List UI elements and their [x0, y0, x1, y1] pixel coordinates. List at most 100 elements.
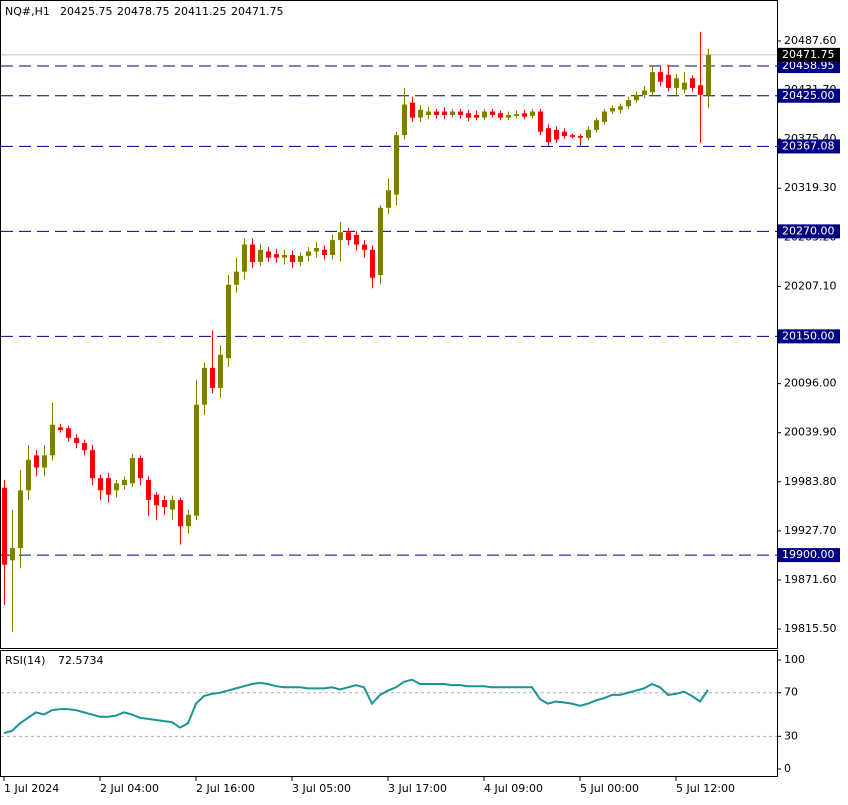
candle-body [450, 111, 455, 116]
candle-body [354, 234, 359, 245]
level-tag [778, 88, 840, 103]
candle-body [538, 111, 543, 132]
level-tag [778, 548, 840, 563]
axis-labels: 20487.6020431.7020375.4020319.3020263.20… [3, 34, 840, 795]
level-label: 20425.00 [782, 89, 835, 102]
candle-body [258, 249, 263, 262]
level-tag [778, 59, 840, 74]
rsi-value: 72.5734 [58, 654, 104, 667]
x-tick-label: 3 Jul 17:00 [388, 782, 447, 795]
candle-body [482, 111, 487, 118]
rsi-title: RSI(14) [5, 654, 45, 667]
candle-body [506, 115, 511, 118]
candle-body [522, 113, 527, 117]
candle-body [242, 244, 247, 272]
candle-body [498, 113, 503, 118]
y-tick-label: 19927.70 [784, 524, 837, 537]
candle-body [642, 90, 647, 95]
candle-body [282, 254, 287, 258]
candle-body [154, 494, 159, 506]
candle-body [634, 94, 639, 101]
candle-body [74, 437, 79, 444]
rsi-tick-label: 0 [784, 762, 791, 775]
candle-body [386, 190, 391, 208]
level-label: 20458.95 [782, 59, 835, 72]
close-value: 20471.75 [231, 5, 284, 18]
level-label: 20367.08 [782, 139, 835, 152]
candle-body [578, 135, 583, 138]
price-tag-label: 20471.75 [782, 48, 835, 61]
open-value: 20425.75 [60, 5, 113, 18]
price-panel [0, 0, 778, 649]
candle-body [394, 135, 399, 195]
level-tag [778, 329, 840, 344]
candle-body [18, 490, 23, 549]
candle-body [82, 443, 87, 451]
candle-body [554, 129, 559, 140]
x-tick-label: 2 Jul 04:00 [100, 782, 159, 795]
candle-body [162, 499, 167, 507]
rsi-panel [0, 650, 778, 777]
candle-body [322, 249, 327, 255]
candle-body [218, 354, 223, 388]
candle-body [650, 72, 655, 93]
candle-body [26, 459, 31, 491]
candle-body [170, 499, 175, 510]
candle-body [586, 129, 591, 138]
rsi-tick-label: 70 [784, 686, 798, 699]
candle-body [602, 111, 607, 123]
x-tick-label: 5 Jul 12:00 [676, 782, 735, 795]
candle-body [346, 232, 351, 241]
y-tick-label: 20096.00 [784, 377, 837, 390]
rsi-tick-label: 30 [784, 729, 798, 742]
candle-body [186, 514, 191, 527]
candle-body [202, 367, 207, 405]
candle-body [58, 427, 63, 430]
candle-body [626, 100, 631, 107]
level-label: 20270.00 [782, 224, 835, 237]
candle-body [106, 478, 111, 495]
rsi-line [3, 678, 709, 735]
content [1, 31, 777, 737]
y-tick-label: 20039.90 [784, 426, 837, 439]
candle-body [426, 111, 431, 116]
x-tick-label: 5 Jul 00:00 [580, 782, 639, 795]
candle-body [226, 284, 231, 359]
candle-body [90, 450, 95, 479]
candle-body [362, 244, 367, 250]
candle-body [122, 479, 127, 486]
candle-body [314, 247, 319, 252]
candle-body [594, 120, 599, 130]
candle-body [290, 254, 295, 262]
candle-body [674, 78, 679, 88]
candle-body [434, 111, 439, 116]
candle-body [298, 255, 303, 262]
rsi-tick-label: 100 [784, 653, 805, 666]
y-tick-label: 19871.60 [784, 573, 837, 586]
candle-body [370, 249, 375, 278]
x-tick-label: 3 Jul 05:00 [292, 782, 351, 795]
candle-body [114, 483, 119, 491]
candle-body [306, 251, 311, 256]
candle-body [418, 109, 423, 118]
candle-body [146, 479, 151, 500]
candle-body [466, 113, 471, 118]
level-tag [778, 224, 840, 239]
candle-body [402, 104, 407, 136]
candle-body [130, 457, 135, 484]
candle-body [34, 455, 39, 468]
candle-body [210, 367, 215, 388]
level-label: 19900.00 [782, 548, 835, 561]
candle-body [666, 74, 671, 88]
level-label: 20150.00 [782, 329, 835, 342]
candle-body [546, 128, 551, 143]
candle-body [410, 102, 415, 118]
candle-body [378, 207, 383, 276]
candle-body [10, 548, 15, 561]
y-tick-label: 20207.10 [784, 279, 837, 292]
candle-body [2, 487, 7, 565]
candle-body [338, 232, 343, 241]
candle-body [42, 455, 47, 468]
candle-body [682, 82, 687, 90]
candle-body [706, 54, 711, 96]
